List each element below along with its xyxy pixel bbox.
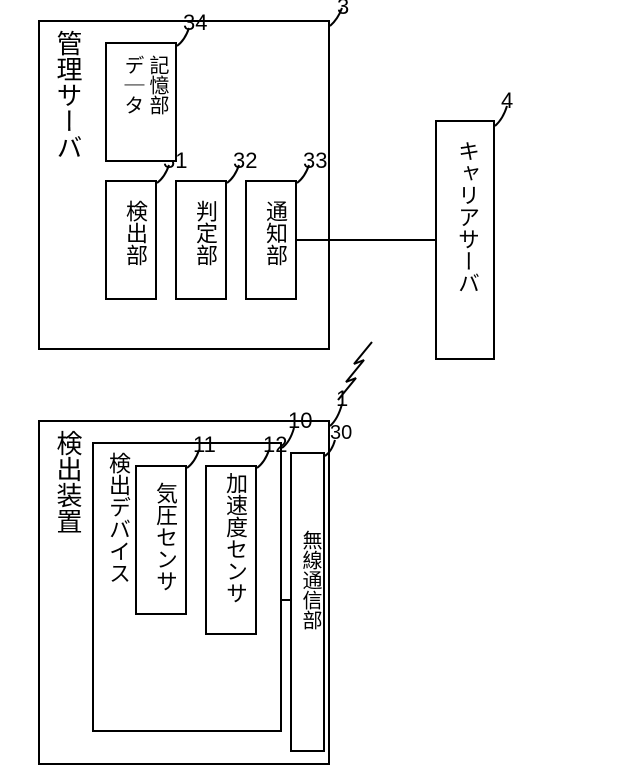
rf-4: 4 bbox=[501, 88, 513, 114]
detect-unit-lbl: 検出部 bbox=[119, 200, 151, 266]
device-lbl: 検出デバイス bbox=[102, 452, 134, 584]
rf-10: 10 bbox=[288, 408, 312, 434]
rf-32: 32 bbox=[233, 148, 257, 174]
rf-12: 12 bbox=[263, 432, 287, 458]
rf-30: 30 bbox=[330, 422, 352, 445]
rf-11: 11 bbox=[193, 432, 216, 458]
carrier-lbl: キャリアサーバ bbox=[451, 140, 483, 294]
accel-lbl: 加速度センサ bbox=[219, 472, 251, 604]
store-unit-lbl2: 記憶部 bbox=[143, 55, 172, 115]
radio-lbl: 無線通信部 bbox=[296, 530, 325, 630]
pressure-lbl: 気圧センサ bbox=[149, 482, 181, 592]
judge-unit-lbl: 判定部 bbox=[189, 200, 221, 266]
rf-3: 3 bbox=[337, 0, 349, 20]
detector-lbl: 検出装置 bbox=[50, 430, 87, 534]
rf-1: 1 bbox=[336, 386, 348, 412]
rf-33: 33 bbox=[303, 148, 327, 174]
rf-34: 34 bbox=[183, 10, 207, 36]
notify-unit-lbl: 通知部 bbox=[259, 200, 291, 266]
server-lbl: 管理サーバ bbox=[50, 30, 87, 160]
